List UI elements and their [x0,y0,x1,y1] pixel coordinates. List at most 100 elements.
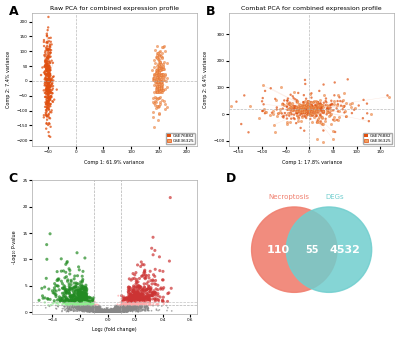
Point [93,309,100,314]
Point [98,308,105,313]
Point [110,309,116,314]
Point [87,307,93,313]
Point [158,86,165,92]
Point [126,295,132,301]
Point [73,284,79,289]
Point [89,307,95,313]
Point [45,94,52,99]
Point [123,300,130,305]
Point [327,102,334,108]
Point [81,298,88,304]
Point [78,294,84,299]
Point [107,309,114,314]
Point [99,309,105,314]
Legend: GSE76882, GSE36325: GSE76882, GSE36325 [166,133,195,144]
Point [256,115,263,121]
Point [64,301,71,307]
Point [119,306,125,312]
Point [72,273,78,279]
Point [70,289,76,294]
Point [105,309,112,314]
Point [98,309,104,314]
Point [103,309,109,314]
Point [96,309,102,314]
Point [129,299,135,304]
Point [307,105,313,111]
Point [132,299,138,305]
Point [75,299,81,305]
Point [121,306,127,312]
Point [306,106,313,112]
Point [42,90,48,96]
Point [92,309,99,314]
Point [108,309,114,314]
Point [152,102,158,107]
Point [112,308,118,314]
Point [53,283,59,288]
Point [102,309,108,315]
Point [120,305,127,310]
Point [46,87,52,92]
Point [100,308,107,313]
Point [107,308,114,314]
Point [99,309,106,314]
Point [106,309,112,315]
Point [120,307,126,313]
Point [79,302,86,308]
Point [99,309,105,314]
Point [138,304,144,310]
Point [79,305,86,311]
Point [96,306,102,311]
Point [118,309,124,315]
Point [310,108,316,113]
Point [47,50,53,55]
Point [151,57,157,63]
Point [99,309,106,314]
Point [302,111,308,116]
Point [90,305,97,310]
Point [99,309,105,314]
Point [129,297,135,303]
Point [87,306,94,312]
Point [118,307,125,312]
Point [98,309,104,314]
Point [103,308,109,314]
Point [119,304,126,310]
Point [127,291,134,297]
Point [103,309,110,314]
Point [148,303,154,308]
Point [77,299,84,305]
Point [43,120,50,126]
Point [127,303,133,309]
Point [93,305,99,310]
Point [115,309,122,314]
Point [135,294,141,300]
Point [74,308,80,313]
Point [127,307,134,312]
Point [124,303,130,309]
Point [109,309,115,314]
Point [156,90,162,95]
Point [132,301,139,307]
Point [46,103,52,109]
Point [86,306,92,312]
Point [87,306,94,311]
Point [65,304,71,309]
Point [104,308,110,314]
Point [80,307,87,312]
Point [160,61,166,67]
Point [79,308,86,313]
Point [128,299,135,304]
Point [100,309,107,315]
Point [296,107,302,113]
Point [94,308,100,314]
Point [100,309,106,315]
Point [122,301,128,306]
Point [108,309,114,315]
Point [105,308,111,313]
Point [106,309,113,315]
Point [86,300,92,306]
Point [79,302,86,308]
Point [118,308,124,314]
Point [90,304,96,309]
